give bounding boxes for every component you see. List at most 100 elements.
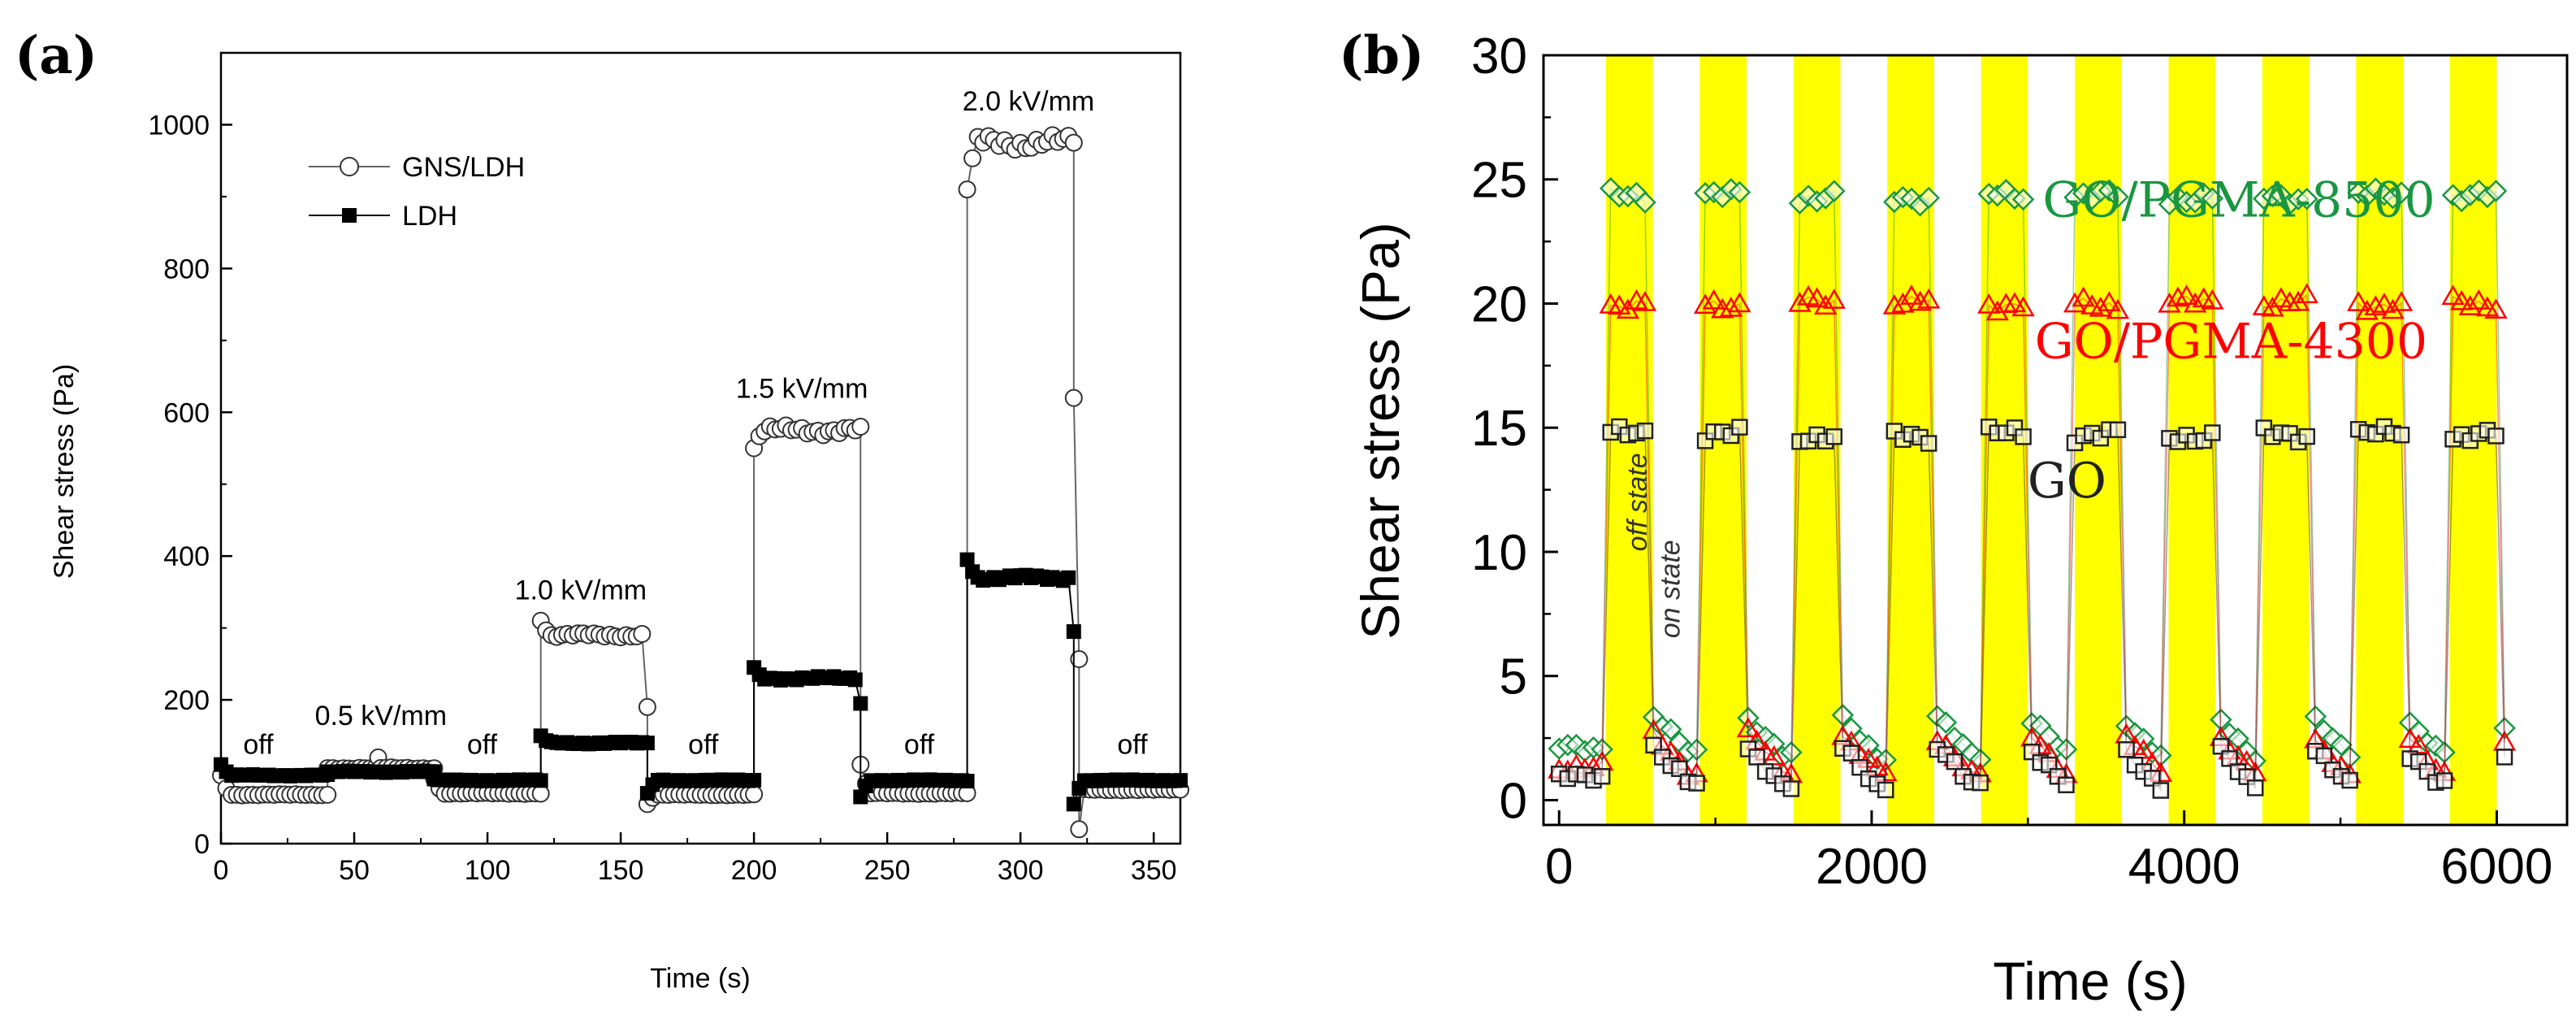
panel-b-data-point [1660, 718, 1682, 741]
panel-b-data-point [2389, 290, 2414, 311]
panel-a-annotation: 2.0 kV/mm [963, 86, 1094, 117]
panel-b-data-point [2493, 717, 2516, 740]
panel-a-annotation: off [904, 729, 935, 760]
panel-b-x-axis-label: Time (s) [1993, 951, 2188, 1011]
panel-b-data-point [2221, 750, 2238, 767]
panel-b-data-point [1874, 761, 1898, 782]
panel-b-data-point [1946, 753, 1963, 770]
panel-b-data-point [1671, 760, 1688, 778]
panel-b-y-tick-label: 15 [1471, 401, 1527, 457]
panel-b-data-point [2392, 426, 2410, 444]
panel-a-data-point [533, 773, 548, 788]
panel-b-data-point [2098, 291, 2121, 312]
panel-b-data-point [1825, 428, 1843, 445]
panel-b-data-point [1814, 294, 1838, 315]
panel-b-data-point [2054, 738, 2078, 761]
panel-b-data-point [2315, 747, 2333, 765]
panel-b-data-point [1823, 180, 1846, 202]
panel-b-y-axis-label: Shear stress (Pa) [1350, 222, 1410, 640]
panel-b-data-point [1822, 289, 1846, 309]
panel-a-data-point [851, 417, 870, 436]
legend-marker [340, 157, 359, 176]
panel-a-data-point [531, 784, 550, 803]
panel-a-annotation: off [1117, 729, 1148, 760]
panel-a-annotation: 1.0 kV/mm [515, 575, 647, 605]
panel-b-data-point [1688, 775, 1705, 792]
panel-b-data-point [2304, 705, 2327, 728]
panel-b-y-tick-label: 20 [1471, 276, 1527, 332]
panel-b-data-point [2098, 179, 2121, 202]
panel-a-x-tick-label: 300 [998, 855, 1044, 886]
panel-b-data-point [1985, 300, 2009, 321]
panel-b-data-point [1842, 744, 1860, 762]
panel-b-data-point [2364, 295, 2388, 316]
panel-b-x-tick-label: 2000 [1816, 839, 1928, 895]
panel-a-data-point [1064, 388, 1083, 407]
panel-b-data-point [1719, 297, 1743, 317]
panel-a-annotation: 0.5 kV/mm [315, 701, 447, 731]
panel-a-data-point [958, 180, 976, 199]
panel-a-x-tick-label: 250 [864, 855, 911, 886]
panel-b-data-point [2144, 770, 2161, 787]
panel-a-data-point [745, 785, 764, 804]
panel-a-data-point [1066, 624, 1081, 640]
panel-a-x-tick-label: 200 [731, 855, 777, 886]
panel-a-data-point [639, 736, 655, 751]
panel-b-data-point [1920, 435, 1937, 452]
panel-b-plot-frame [1542, 54, 2569, 827]
panel-b-y-tick-label: 25 [1471, 153, 1527, 209]
panel-b-data-point [1591, 738, 1613, 761]
panel-b-data-point [2390, 181, 2413, 204]
panel-b-data-point [1633, 290, 1657, 311]
panel-b-y-tick-label: 5 [1500, 649, 1527, 705]
panel-b-data-point [2106, 185, 2129, 208]
panel-b-series-label: GO/PGMA-8500 [2042, 172, 2435, 229]
panel-b-data-point [2449, 289, 2474, 310]
panel-a-data-point [638, 697, 656, 716]
panel-b-data-point [1899, 284, 1924, 305]
panel-b-data-point [2458, 295, 2482, 315]
panel-b-x-tick-label: 0 [1545, 839, 1573, 895]
panel-a-legend: GNS/LDH LDH [309, 152, 525, 232]
panel-b-data-point [1728, 180, 1751, 204]
panel-b-series-go-pgma-8500 [1548, 177, 2516, 773]
legend-label: LDH [402, 201, 457, 232]
panel-b-data-point [2398, 727, 2422, 749]
panel-b-data-point [2089, 296, 2112, 317]
panel-b-data-point [1748, 749, 1765, 766]
panel-b-data-point [2158, 292, 2181, 313]
panel-a-data-point [1070, 820, 1089, 839]
panel-a-data-point [847, 672, 863, 688]
panel-b-data-point [2184, 292, 2207, 313]
panel-b-data-point [1685, 738, 1708, 762]
panel-a-data-point [853, 789, 868, 805]
panel-b-data-point [2063, 292, 2087, 313]
panel-b-data-point [2372, 293, 2396, 313]
panel-a-data-point [633, 624, 652, 643]
panel-b-data-point [2347, 291, 2370, 311]
panel-a-data-point [1061, 570, 1076, 585]
panel-a-plot-frame [219, 51, 1182, 845]
chart-panel-b: (b) 0 2000 4000 6000 0 5 10 15 20 25 30 GO/PGMA-850… [1339, 25, 2569, 1011]
panel-b-data-point [1728, 292, 1751, 313]
panel-a-data-point [747, 772, 762, 788]
panel-b-data-point [1977, 293, 2001, 314]
panel-b-data-point [2295, 283, 2318, 304]
panel-b-data-point [2132, 738, 2155, 759]
panel-b-data-point [1736, 717, 1760, 738]
panel-b-series-label: GO [2028, 453, 2106, 510]
panel-b-data-point [1711, 297, 1734, 319]
panel-b-data-point [2407, 733, 2431, 754]
panel-b-y-tick-label: 10 [1471, 525, 1527, 581]
panel-b-data-point [2166, 286, 2190, 307]
panel-b-data-point [2484, 298, 2508, 319]
panel-b-data-point [1917, 186, 1940, 210]
panel-b-data-point [2109, 421, 2127, 439]
panel-b-data-point [1788, 291, 1812, 312]
panel-b-x-tick-label: 4000 [2128, 839, 2240, 895]
panel-b-y-tick-label: 30 [1471, 28, 1527, 85]
panel-a-data-point [853, 696, 868, 711]
panel-a-x-tick-label: 100 [465, 855, 511, 886]
panel-a-data-point [1064, 133, 1083, 152]
panel-b-data-point [1865, 755, 1889, 776]
